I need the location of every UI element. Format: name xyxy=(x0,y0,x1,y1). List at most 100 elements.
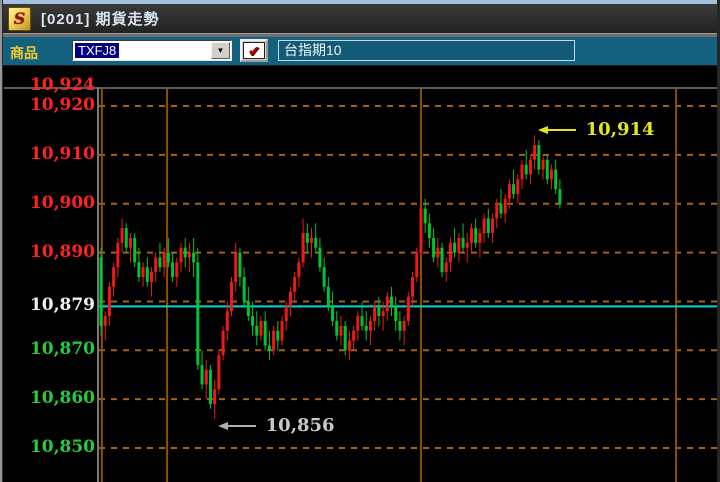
candle-body xyxy=(112,267,116,287)
candle-body xyxy=(373,306,377,321)
candle-body xyxy=(432,237,436,258)
candle-body xyxy=(377,306,381,317)
candle-body xyxy=(175,262,179,278)
candle-body xyxy=(554,169,558,190)
candle-body xyxy=(154,257,158,273)
candle-body xyxy=(263,320,267,346)
candle-body xyxy=(381,311,385,317)
candle-body xyxy=(301,233,305,263)
candle-body xyxy=(356,316,360,331)
candle-body xyxy=(461,237,465,248)
candle-body xyxy=(251,316,255,326)
candle-body xyxy=(124,228,128,248)
confirm-button[interactable]: ✔ xyxy=(240,39,268,62)
chevron-down-icon: ▼ xyxy=(216,45,225,55)
dropdown-button[interactable]: ▼ xyxy=(211,42,230,59)
candle-body xyxy=(339,325,343,336)
candle-body xyxy=(520,164,524,180)
candle-body xyxy=(107,286,111,317)
candle-body xyxy=(133,237,137,263)
title-bar: S [0201] 期貨走勢 xyxy=(0,4,720,33)
product-name-field[interactable]: 台指期10 xyxy=(278,40,575,61)
candle-body xyxy=(267,345,271,351)
candle-body xyxy=(272,330,276,351)
toolbar: 商品 TXFJ8 ▼ ✔ 台指期10 xyxy=(0,37,720,65)
candle-body xyxy=(187,252,191,258)
candle-body xyxy=(423,208,427,224)
annotation-price-label: 10,914 xyxy=(585,119,655,141)
candle-body xyxy=(360,316,364,326)
window-right-edge xyxy=(717,0,720,482)
dollar-app-icon: S xyxy=(8,6,31,31)
candle-body xyxy=(482,218,486,234)
window-title: [0201] 期貨走勢 xyxy=(41,11,160,28)
checkbox-box: ✔ xyxy=(243,42,265,59)
session-high-annotation: 10,914 xyxy=(537,119,655,141)
candle-body xyxy=(549,169,553,180)
candle-body xyxy=(402,320,406,331)
candle-body xyxy=(343,325,347,351)
candle-body xyxy=(246,301,250,317)
candle-body xyxy=(486,218,490,234)
candle-body xyxy=(507,184,511,199)
candle-body xyxy=(524,164,528,175)
candle-body xyxy=(499,203,503,214)
candle-body xyxy=(103,316,107,326)
candle-body xyxy=(326,286,330,307)
candle-body xyxy=(192,252,196,263)
title-toolbar-divider xyxy=(0,33,720,37)
candle-body xyxy=(457,237,461,253)
candle-body xyxy=(284,306,288,321)
candle-body xyxy=(516,179,520,194)
product-label: 商品 xyxy=(10,45,38,61)
candle-body xyxy=(318,247,322,268)
candle-body xyxy=(495,203,499,219)
candle-body xyxy=(545,159,549,180)
candle-body xyxy=(415,252,419,278)
candle-body xyxy=(221,330,225,356)
candle-body xyxy=(394,306,398,321)
candle-body xyxy=(200,364,204,385)
candle-body xyxy=(427,223,431,238)
candle-body xyxy=(453,242,457,253)
candle-body xyxy=(465,242,469,248)
parent-window-strip xyxy=(0,0,720,4)
candle-body xyxy=(474,228,478,243)
candle-body xyxy=(352,330,356,341)
candle-body xyxy=(297,262,301,278)
candle-body xyxy=(179,247,183,263)
candle-body xyxy=(255,325,259,336)
candle-body xyxy=(217,355,221,390)
candle-body xyxy=(491,218,495,234)
session-low-annotation: 10,856 xyxy=(217,416,335,435)
candle-body xyxy=(533,145,537,160)
product-combobox[interactable]: TXFJ8 ▼ xyxy=(72,40,232,61)
candle-body xyxy=(238,252,242,278)
candle-body xyxy=(478,233,482,243)
left-arrow-shaft xyxy=(547,129,576,132)
candle-body xyxy=(162,252,166,268)
chart-area[interactable]: 10,924 10,920 10,910 10,900 10,890 10,879 10,8… xyxy=(0,65,720,482)
y-axis-label: 10,879 xyxy=(29,295,95,316)
candle-body xyxy=(183,247,187,258)
candle-body xyxy=(166,252,170,263)
product-combobox-value: TXFJ8 xyxy=(75,43,120,58)
candle-body xyxy=(537,145,541,170)
candle-body xyxy=(128,237,132,248)
candle-body xyxy=(305,233,309,243)
candle-body xyxy=(158,257,162,268)
candle-body xyxy=(116,242,120,268)
candle-body xyxy=(419,208,423,253)
candle-body xyxy=(242,277,246,302)
left-arrow-icon xyxy=(217,421,228,430)
y-axis-label: 10,900 xyxy=(29,192,95,213)
candle-body xyxy=(331,306,335,321)
candle-body xyxy=(208,369,212,405)
left-arrow-icon xyxy=(537,126,548,135)
candle-body xyxy=(196,262,200,365)
candle-body xyxy=(322,267,326,287)
y-axis-label: 10,860 xyxy=(29,388,95,409)
candle-body xyxy=(259,320,263,336)
candle-body xyxy=(528,159,532,175)
candle-body xyxy=(398,320,402,331)
